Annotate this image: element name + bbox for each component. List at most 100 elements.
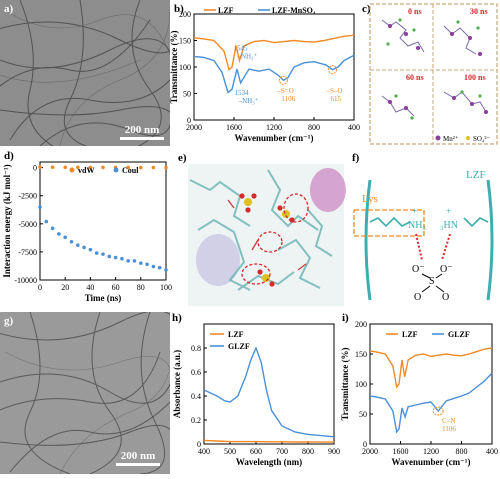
i-annotation-circle — [432, 406, 444, 416]
b-ytick-label-0: 0 — [187, 116, 191, 125]
i-xtick-label-4: 400 — [486, 447, 498, 456]
d-coul-point-7 — [82, 245, 86, 250]
d-legend-vdw: vdW — [78, 166, 94, 175]
panel-label-h: h) — [172, 312, 182, 324]
b-ylabel: Transmittance (%) — [169, 30, 179, 103]
docking-svg — [188, 164, 346, 306]
scale-bar-a: 200 nm — [120, 124, 164, 140]
panel-label-f: f) — [352, 152, 360, 164]
nh3-left: NH₃ — [408, 220, 426, 231]
d-coul-point-12 — [113, 255, 118, 260]
d-ylabel: Interaction energy (kJ mol⁻¹) — [2, 164, 12, 277]
b-ytick-label-2: 100 — [179, 63, 191, 72]
d-vdw-point-7 — [126, 165, 130, 170]
plus-right: + — [446, 206, 451, 216]
tem-fibers-a — [0, 0, 170, 146]
chart-d: d) 0 20 40 60 80 100 0 -2500 -5000 -7500 -10000 Tim… — [0, 148, 172, 308]
i-series-glzf-line — [369, 372, 493, 434]
d-coul-point-4 — [63, 235, 67, 240]
chart-d-svg: 0 20 40 60 80 100 0 -2500 -5000 -7500 -10000 Time (… — [2, 161, 172, 303]
d-coul-point-8 — [88, 247, 93, 252]
nh3-right: ₃HN — [440, 220, 458, 231]
h-ytick-label-2: 0.4 — [191, 392, 201, 401]
i-ytick-label-4: 200 — [355, 320, 367, 329]
d-xtick-label-4: 80 — [137, 283, 145, 292]
tem-image-a: a) 200 nm — [0, 0, 170, 146]
b-xtick-label-4: 2000 — [186, 123, 202, 132]
b-annotation-0-text: –S–O — [326, 87, 343, 95]
chart-b: b) 400 800 1200 1600 2000 0 50 100 150 200 Wavenum… — [168, 0, 360, 150]
b-annotation-615-circle — [328, 65, 337, 75]
h-legend-glzf: GLZF — [228, 342, 250, 351]
o-bottom-left: O — [414, 292, 421, 303]
h-xtick-label-1: 500 — [224, 447, 236, 456]
i-annotation-text: C–N — [442, 417, 455, 425]
so4-legend-marker — [466, 136, 470, 140]
time-60ns: 60 ns — [406, 73, 424, 82]
d-xtick-label-1: 20 — [61, 283, 69, 292]
o-minus-left: O⁻ — [412, 264, 425, 275]
snapshot-100ns — [443, 90, 488, 114]
b-xtick-label-3: 1600 — [226, 123, 242, 132]
b-xtick-label-0: 400 — [348, 123, 360, 132]
d-coul-point-20 — [164, 268, 168, 272]
i-annotation-sub: 1106 — [442, 425, 456, 433]
d-vdw-point-2 — [63, 165, 67, 170]
d-coul-point-5 — [69, 239, 74, 244]
i-legend-glzf: GLZF — [448, 330, 470, 339]
d-ytick-label-3: -7500 — [18, 248, 37, 257]
d-vdw-point-0 — [38, 165, 42, 169]
h-xtick-label-5: 900 — [328, 447, 340, 456]
d-xlabel: Time (ns) — [85, 293, 122, 303]
d-coul-point-3 — [57, 232, 61, 236]
chart-i: i) 2000 1600 1200 800 400 0 50 100 150 200 Wavenum… — [338, 310, 500, 474]
i-ytick-label-3: 150 — [355, 350, 367, 359]
i-ytick-label-2: 100 — [355, 380, 367, 389]
d-xtick-label-3: 60 — [112, 283, 120, 292]
scale-bar-a-text: 200 nm — [124, 124, 160, 136]
time-0ns: 0 ns — [408, 7, 422, 16]
h-xtick-label-2: 600 — [250, 447, 262, 456]
h-plot-frame — [203, 323, 335, 445]
i-xlabel: Wavenumber (cm⁻¹) — [391, 457, 470, 467]
i-ytick-label-0: 0 — [363, 440, 367, 449]
d-ytick-label-1: -2500 — [18, 192, 37, 201]
d-coul-point-14 — [126, 259, 130, 263]
i-series-lzf-line — [369, 347, 493, 389]
d-vdw-point-5 — [101, 165, 105, 170]
h-xlabel: Wavelength (nm) — [236, 457, 302, 467]
mn-legend-marker — [435, 135, 441, 141]
snapshot-30ns — [443, 20, 482, 56]
hbond-right — [441, 233, 451, 261]
d-legend-vdw-marker — [69, 167, 75, 173]
i-xtick-label-2: 1200 — [423, 447, 439, 456]
h-series-glzf-line — [203, 346, 335, 438]
d-plot-frame — [39, 161, 167, 281]
b-legend-lzf-mnso4: LZF-MnSO₄ — [272, 6, 316, 15]
sulfur: S — [429, 276, 435, 287]
b-xtick-label-1: 800 — [308, 123, 320, 132]
h-legend-lzf: LZF — [228, 330, 244, 339]
b-annotation-3-text: 1545 — [234, 45, 249, 53]
panel-label-g: g) — [4, 315, 14, 327]
d-coul-point-17 — [145, 262, 149, 267]
i-xtick-label-0: 2000 — [362, 447, 378, 456]
b-annotation-2-sub: –NH₃⁺ — [238, 97, 259, 105]
i-legend-lzf: LZF — [402, 330, 418, 339]
o-bottom-right: O — [442, 292, 449, 303]
b-annotation-0-sub: 615 — [331, 95, 342, 103]
chart-i-svg: 2000 1600 1200 800 400 0 50 100 150 200 Wavenumber… — [340, 320, 498, 467]
h-xtick-label-0: 400 — [198, 447, 210, 456]
d-ytick-label-2: -5000 — [18, 220, 37, 229]
o-minus-right: O⁻ — [440, 264, 453, 275]
lzf-label: LZF — [466, 169, 486, 181]
b-series-lzf-mnso4-line — [193, 54, 355, 94]
b-ytick-label-4: 200 — [179, 10, 191, 19]
d-coul-point-6 — [76, 243, 80, 247]
i-ylabel: Transmittance (%) — [340, 347, 350, 420]
b-series-lzf-line — [193, 34, 355, 71]
plus-left: + — [412, 206, 417, 216]
snapshot-0ns — [381, 18, 425, 53]
scale-bar-g: 200 nm — [116, 450, 160, 466]
